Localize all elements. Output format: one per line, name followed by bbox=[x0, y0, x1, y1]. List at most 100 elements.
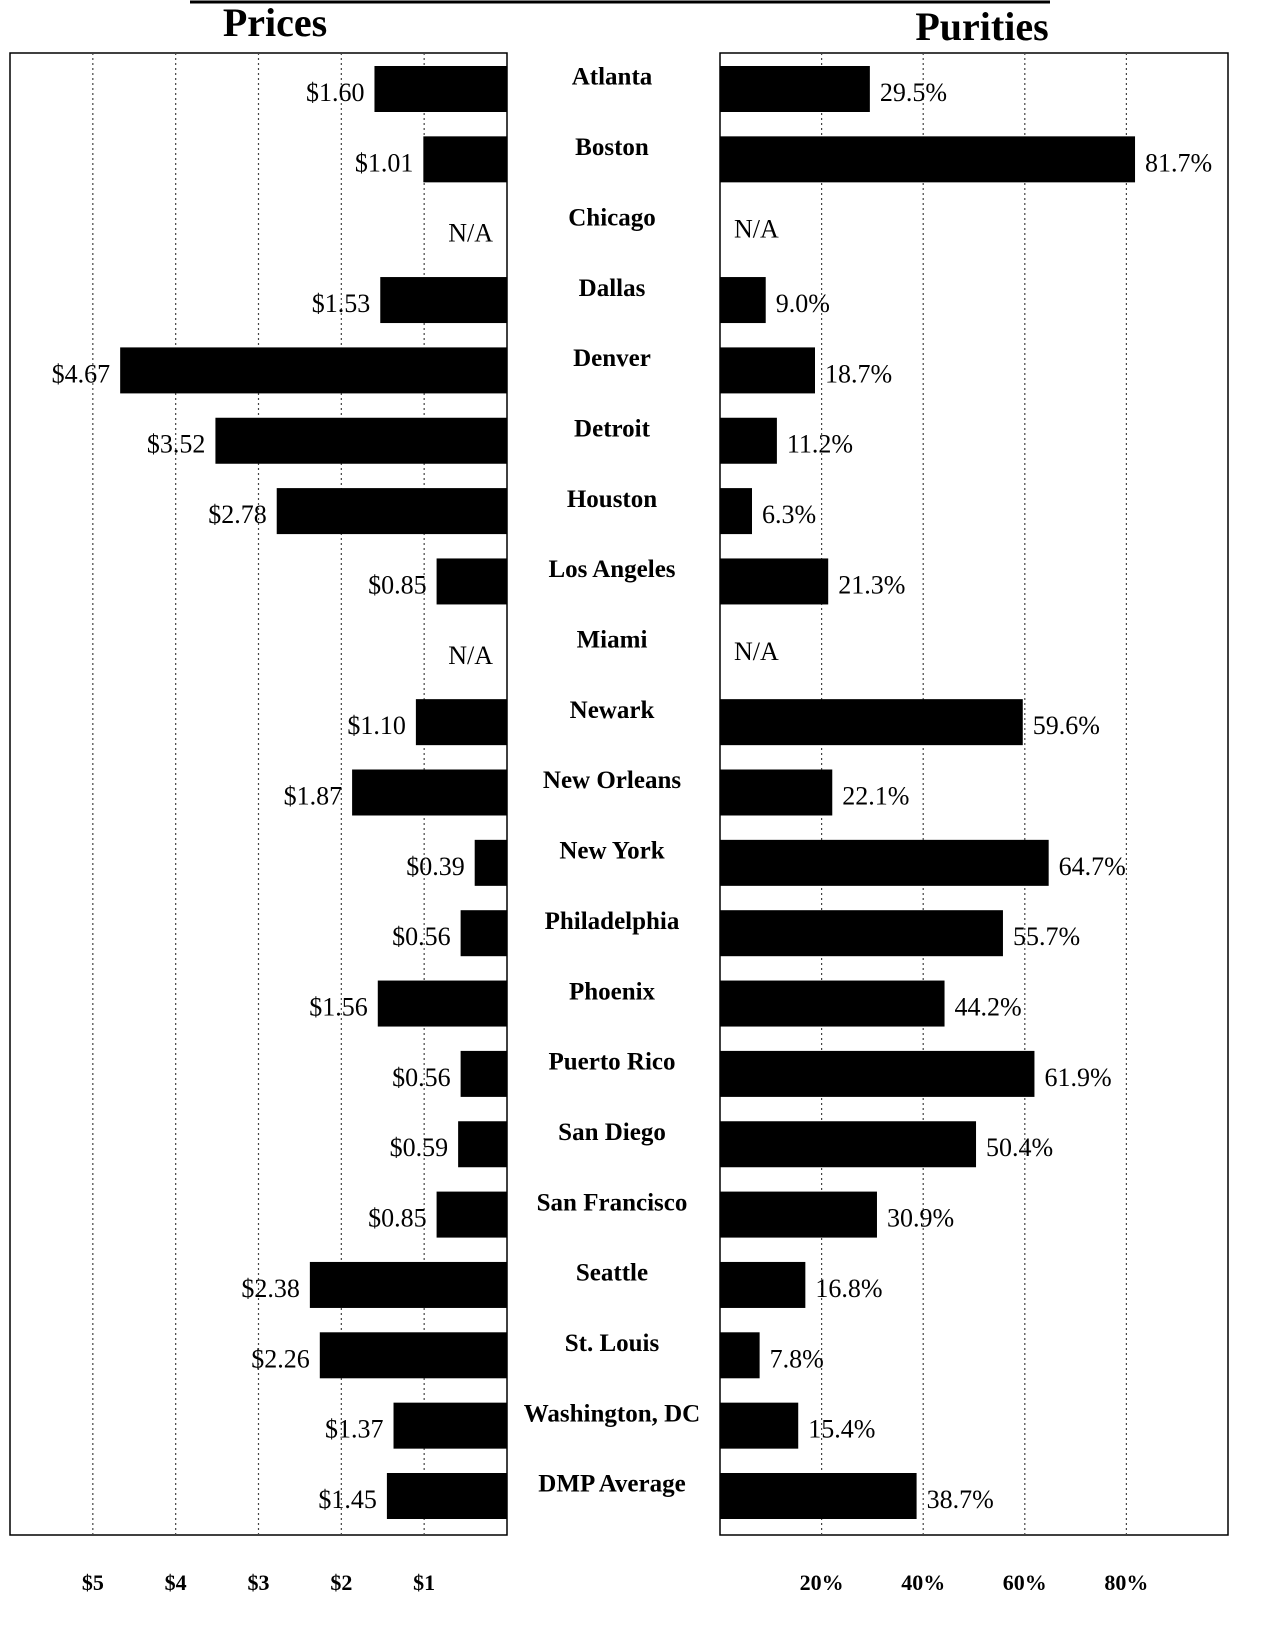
category-label: Atlanta bbox=[572, 64, 653, 91]
bar bbox=[460, 910, 507, 957]
value-label: $1.60 bbox=[306, 78, 365, 107]
bar bbox=[474, 839, 507, 886]
value-label: $1.87 bbox=[284, 781, 343, 810]
category-label: Houston bbox=[567, 486, 657, 513]
value-label: $0.85 bbox=[368, 570, 427, 599]
value-label: $1.53 bbox=[312, 289, 371, 318]
value-label: $4.67 bbox=[52, 359, 111, 388]
bar bbox=[380, 277, 507, 324]
value-label: 21.3% bbox=[838, 570, 905, 599]
bar bbox=[393, 1402, 507, 1449]
category-label: Newark bbox=[570, 697, 655, 724]
value-label: $3.52 bbox=[147, 430, 206, 459]
bar bbox=[436, 1191, 507, 1238]
value-label: 18.7% bbox=[825, 359, 892, 388]
bar bbox=[720, 980, 945, 1027]
value-label: 55.7% bbox=[1013, 922, 1080, 951]
category-label: DMP Average bbox=[538, 1471, 685, 1498]
category-label: San Diego bbox=[558, 1119, 666, 1146]
value-label: 22.1% bbox=[842, 781, 909, 810]
category-label: St. Louis bbox=[565, 1330, 660, 1357]
value-label: 6.3% bbox=[762, 500, 816, 529]
bar bbox=[720, 1261, 806, 1308]
bar bbox=[720, 699, 1023, 746]
bar bbox=[720, 136, 1136, 183]
x-tick-label: $4 bbox=[165, 1570, 187, 1595]
category-label: Miami bbox=[577, 627, 648, 654]
value-label: $2.78 bbox=[208, 500, 267, 529]
bar bbox=[352, 769, 507, 816]
value-label: 50.4% bbox=[986, 1133, 1053, 1162]
category-label: Chicago bbox=[568, 204, 656, 231]
value-label: 30.9% bbox=[887, 1204, 954, 1233]
value-label: $1.45 bbox=[318, 1485, 377, 1514]
value-label: 38.7% bbox=[927, 1485, 994, 1514]
bar bbox=[720, 1332, 760, 1379]
value-label: 59.6% bbox=[1033, 711, 1100, 740]
bar bbox=[720, 769, 833, 816]
category-label: Boston bbox=[575, 134, 649, 161]
bar bbox=[386, 1473, 507, 1519]
bar bbox=[415, 699, 507, 746]
value-label: 11.2% bbox=[787, 430, 853, 459]
category-label: Detroit bbox=[574, 415, 651, 442]
bar bbox=[720, 839, 1049, 886]
chart-title: Prices bbox=[223, 0, 327, 45]
bar bbox=[720, 1121, 977, 1168]
value-label: $0.56 bbox=[392, 1063, 451, 1092]
bar bbox=[423, 136, 507, 183]
bar bbox=[309, 1261, 507, 1308]
x-tick-label: 20% bbox=[800, 1570, 844, 1595]
category-label: Denver bbox=[573, 345, 651, 372]
bar bbox=[460, 1050, 507, 1097]
category-label: Dallas bbox=[579, 275, 646, 302]
category-label: Washington, DC bbox=[524, 1400, 700, 1427]
bar bbox=[458, 1121, 507, 1168]
value-label: 15.4% bbox=[808, 1415, 875, 1444]
category-label: Los Angeles bbox=[548, 556, 675, 583]
bar bbox=[720, 1473, 917, 1519]
category-label: Phoenix bbox=[569, 978, 656, 1005]
value-label: $0.39 bbox=[406, 852, 465, 881]
value-label: 16.8% bbox=[815, 1274, 882, 1303]
chart-title: Purities bbox=[915, 4, 1048, 49]
value-label: N/A bbox=[734, 637, 779, 666]
value-label: 29.5% bbox=[880, 78, 947, 107]
bar bbox=[720, 417, 777, 464]
value-label: $2.26 bbox=[251, 1344, 310, 1373]
x-tick-label: $2 bbox=[330, 1570, 352, 1595]
bar bbox=[720, 910, 1003, 957]
bar bbox=[276, 488, 507, 535]
x-tick-label: $3 bbox=[248, 1570, 270, 1595]
category-label: Philadelphia bbox=[545, 908, 680, 935]
value-label: $1.10 bbox=[347, 711, 406, 740]
x-tick-label: $1 bbox=[413, 1570, 435, 1595]
x-tick-label: $5 bbox=[82, 1570, 104, 1595]
bar bbox=[720, 1191, 877, 1238]
x-tick-label: 80% bbox=[1104, 1570, 1148, 1595]
value-label: 7.8% bbox=[770, 1344, 824, 1373]
bar bbox=[374, 66, 507, 112]
bar bbox=[720, 66, 870, 112]
value-label: 44.2% bbox=[955, 993, 1022, 1022]
bar bbox=[436, 558, 507, 605]
bar bbox=[720, 1050, 1035, 1097]
bar bbox=[319, 1332, 507, 1379]
value-label: $1.56 bbox=[309, 993, 368, 1022]
value-label: 81.7% bbox=[1145, 148, 1212, 177]
bar bbox=[215, 417, 507, 464]
bar bbox=[377, 980, 507, 1027]
bar bbox=[720, 558, 829, 605]
value-label: $0.85 bbox=[368, 1204, 427, 1233]
x-tick-label: 60% bbox=[1003, 1570, 1047, 1595]
value-label: N/A bbox=[448, 219, 493, 248]
bar bbox=[720, 488, 753, 535]
value-label: $0.56 bbox=[392, 922, 451, 951]
value-label: $2.38 bbox=[241, 1274, 300, 1303]
category-label: Seattle bbox=[576, 1260, 648, 1287]
category-label: San Francisco bbox=[537, 1189, 688, 1216]
value-label: 64.7% bbox=[1059, 852, 1126, 881]
x-tick-label: 40% bbox=[901, 1570, 945, 1595]
value-label: $1.01 bbox=[355, 148, 414, 177]
